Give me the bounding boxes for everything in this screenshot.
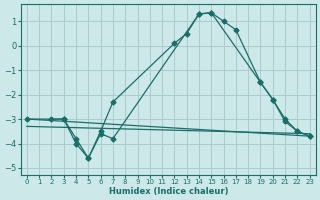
X-axis label: Humidex (Indice chaleur): Humidex (Indice chaleur) bbox=[108, 187, 228, 196]
